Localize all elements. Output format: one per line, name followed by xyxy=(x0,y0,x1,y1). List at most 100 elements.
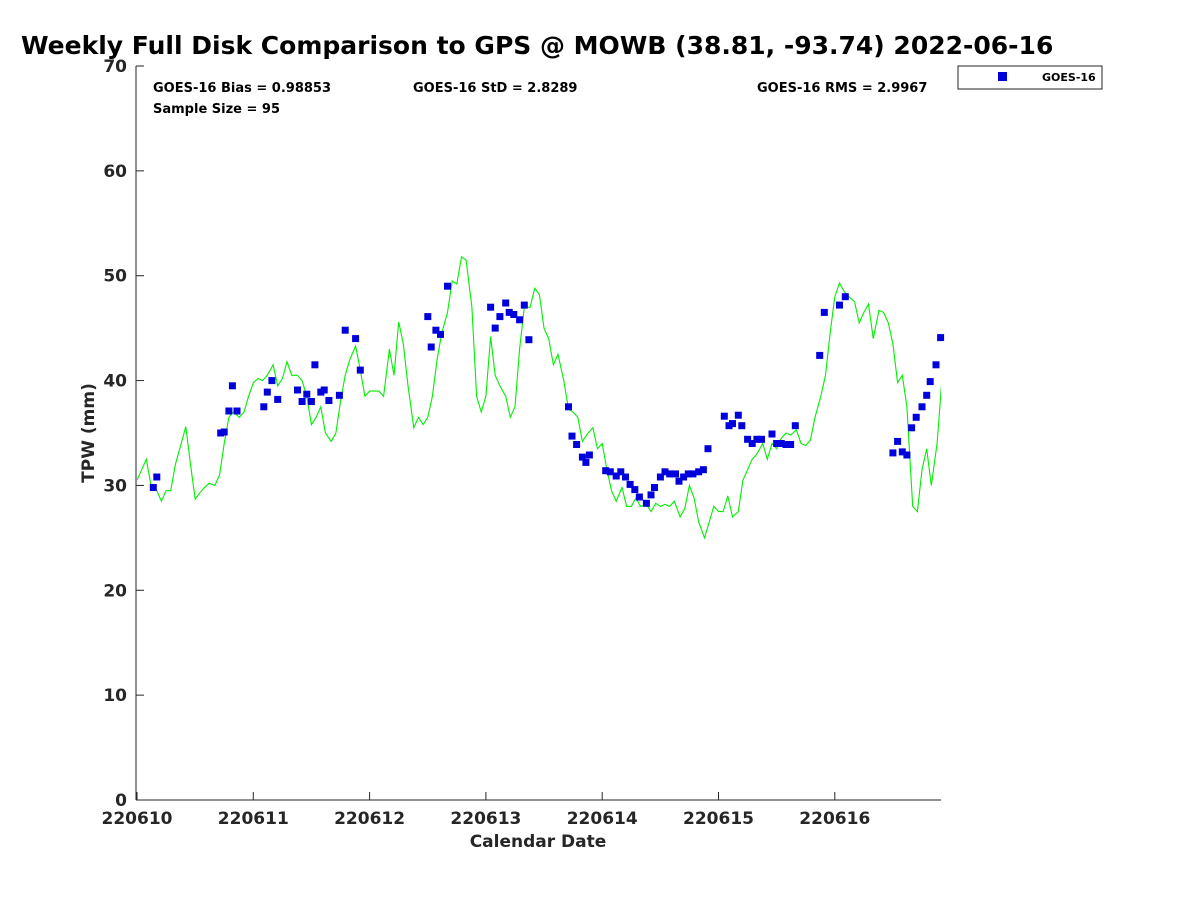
goes16-data-point xyxy=(768,430,776,438)
goes16-data-point xyxy=(898,448,906,456)
y-axis-ticks: 0 10 20 30 40 50 60 70 xyxy=(103,57,144,811)
y-tick-label: 40 xyxy=(103,372,127,392)
goes16-data-point xyxy=(926,378,934,386)
x-tick-label: 220611 xyxy=(218,809,289,829)
goes16-data-point xyxy=(520,301,528,309)
goes16-data-point xyxy=(626,480,634,488)
goes16-data-point xyxy=(689,470,697,478)
goes16-data-point xyxy=(720,412,728,420)
goes16-data-point xyxy=(516,316,524,324)
goes16-data-point xyxy=(565,403,572,411)
goes16-data-point xyxy=(568,432,576,440)
goes16-data-point xyxy=(758,435,765,443)
goes16-data-point xyxy=(149,484,157,491)
x-tick-label: 220614 xyxy=(567,809,638,829)
y-tick-label: 30 xyxy=(103,476,127,496)
y-tick-label: 20 xyxy=(103,581,127,601)
goes16-data-point xyxy=(582,458,590,466)
goes16-data-point xyxy=(903,451,911,459)
goes16-data-point xyxy=(437,330,444,338)
goes16-data-point xyxy=(695,468,703,476)
goes16-data-point xyxy=(525,336,533,344)
gps-tpw-line xyxy=(137,255,941,540)
goes16-data-point xyxy=(748,440,756,447)
goes16-data-point xyxy=(294,386,301,394)
x-tick-label: 220616 xyxy=(799,809,870,829)
goes16-data-point xyxy=(220,428,228,436)
goes16-data-point xyxy=(782,441,790,448)
sample-size-stat: Sample Size = 95 xyxy=(153,102,280,117)
goes16-data-point xyxy=(311,361,319,369)
goes16-data-point xyxy=(263,388,271,396)
goes16-points-layer xyxy=(149,282,945,507)
goes16-data-point xyxy=(573,441,581,448)
goes16-data-point xyxy=(647,491,655,499)
goes16-data-point xyxy=(602,467,610,475)
goes16-data-point xyxy=(487,303,495,311)
legend-box xyxy=(957,65,1103,90)
goes16-data-point xyxy=(496,313,504,321)
goes16-data-point xyxy=(298,398,306,405)
goes16-data-point xyxy=(816,351,824,359)
x-tick-label: 220613 xyxy=(450,809,521,829)
y-tick-label: 60 xyxy=(103,162,127,182)
goes16-data-point xyxy=(505,308,513,316)
goes16-data-point xyxy=(606,468,614,476)
y-axis-label: TPW (mm) xyxy=(79,383,99,483)
goes16-data-point xyxy=(153,473,161,481)
goes16-data-point xyxy=(341,326,349,334)
legend-label: GOES-16 xyxy=(1042,71,1096,84)
x-tick-label: 220615 xyxy=(683,809,754,829)
goes16-data-point xyxy=(335,391,343,399)
goes16-data-point xyxy=(699,466,707,474)
goes16-data-point xyxy=(738,422,746,430)
goes16-data-point xyxy=(307,398,315,405)
x-axis-ticks: 220610 220611 220612 220613 220614 220615 2206… xyxy=(102,792,870,829)
goes16-data-point xyxy=(894,437,902,445)
goes16-data-point xyxy=(661,468,669,476)
goes16-data-point xyxy=(228,382,236,390)
goes16-data-point xyxy=(427,343,435,351)
goes16-data-point xyxy=(923,391,931,399)
goes16-data-point xyxy=(510,311,518,318)
goes16-data-point xyxy=(320,386,328,394)
goes16-data-point xyxy=(444,282,451,290)
goes16-data-point xyxy=(791,422,799,430)
goes16-data-point xyxy=(642,499,650,507)
goes16-data-point xyxy=(734,411,742,419)
goes16-data-point xyxy=(675,477,683,485)
bias-stat: GOES-16 Bias = 0.98853 xyxy=(153,81,331,96)
legend-marker xyxy=(998,72,1007,81)
goes16-data-point xyxy=(704,445,712,453)
goes16-data-point xyxy=(908,424,916,432)
goes16-data-point xyxy=(787,441,795,448)
goes16-data-point xyxy=(268,377,276,385)
goes16-data-point xyxy=(937,334,945,342)
goes16-data-point xyxy=(912,413,920,421)
goes16-data-point xyxy=(932,361,940,369)
std-stat: GOES-16 StD = 2.8289 xyxy=(413,81,577,96)
goes16-data-point xyxy=(656,473,664,481)
goes16-data-point xyxy=(491,324,499,332)
goes16-data-point xyxy=(680,473,688,481)
goes16-data-point xyxy=(684,470,692,478)
goes16-data-point xyxy=(666,470,674,478)
goes16-data-point xyxy=(260,403,268,411)
goes16-data-point xyxy=(729,420,736,428)
goes16-data-point xyxy=(744,435,752,443)
x-tick-label: 220610 xyxy=(102,809,173,829)
goes16-data-point xyxy=(432,326,440,334)
goes16-data-point xyxy=(356,366,364,374)
y-tick-label: 0 xyxy=(115,791,127,811)
goes16-data-point xyxy=(753,435,761,443)
goes16-data-point xyxy=(836,301,843,309)
goes16-data-point xyxy=(617,468,625,476)
goes16-data-point xyxy=(502,299,510,307)
goes16-data-point xyxy=(424,313,432,321)
goes16-data-point xyxy=(889,449,897,457)
goes16-data-point xyxy=(612,472,620,480)
goes16-data-point xyxy=(622,473,629,481)
rms-stat: GOES-16 RMS = 2.9967 xyxy=(757,81,927,96)
goes16-data-point xyxy=(777,440,785,447)
